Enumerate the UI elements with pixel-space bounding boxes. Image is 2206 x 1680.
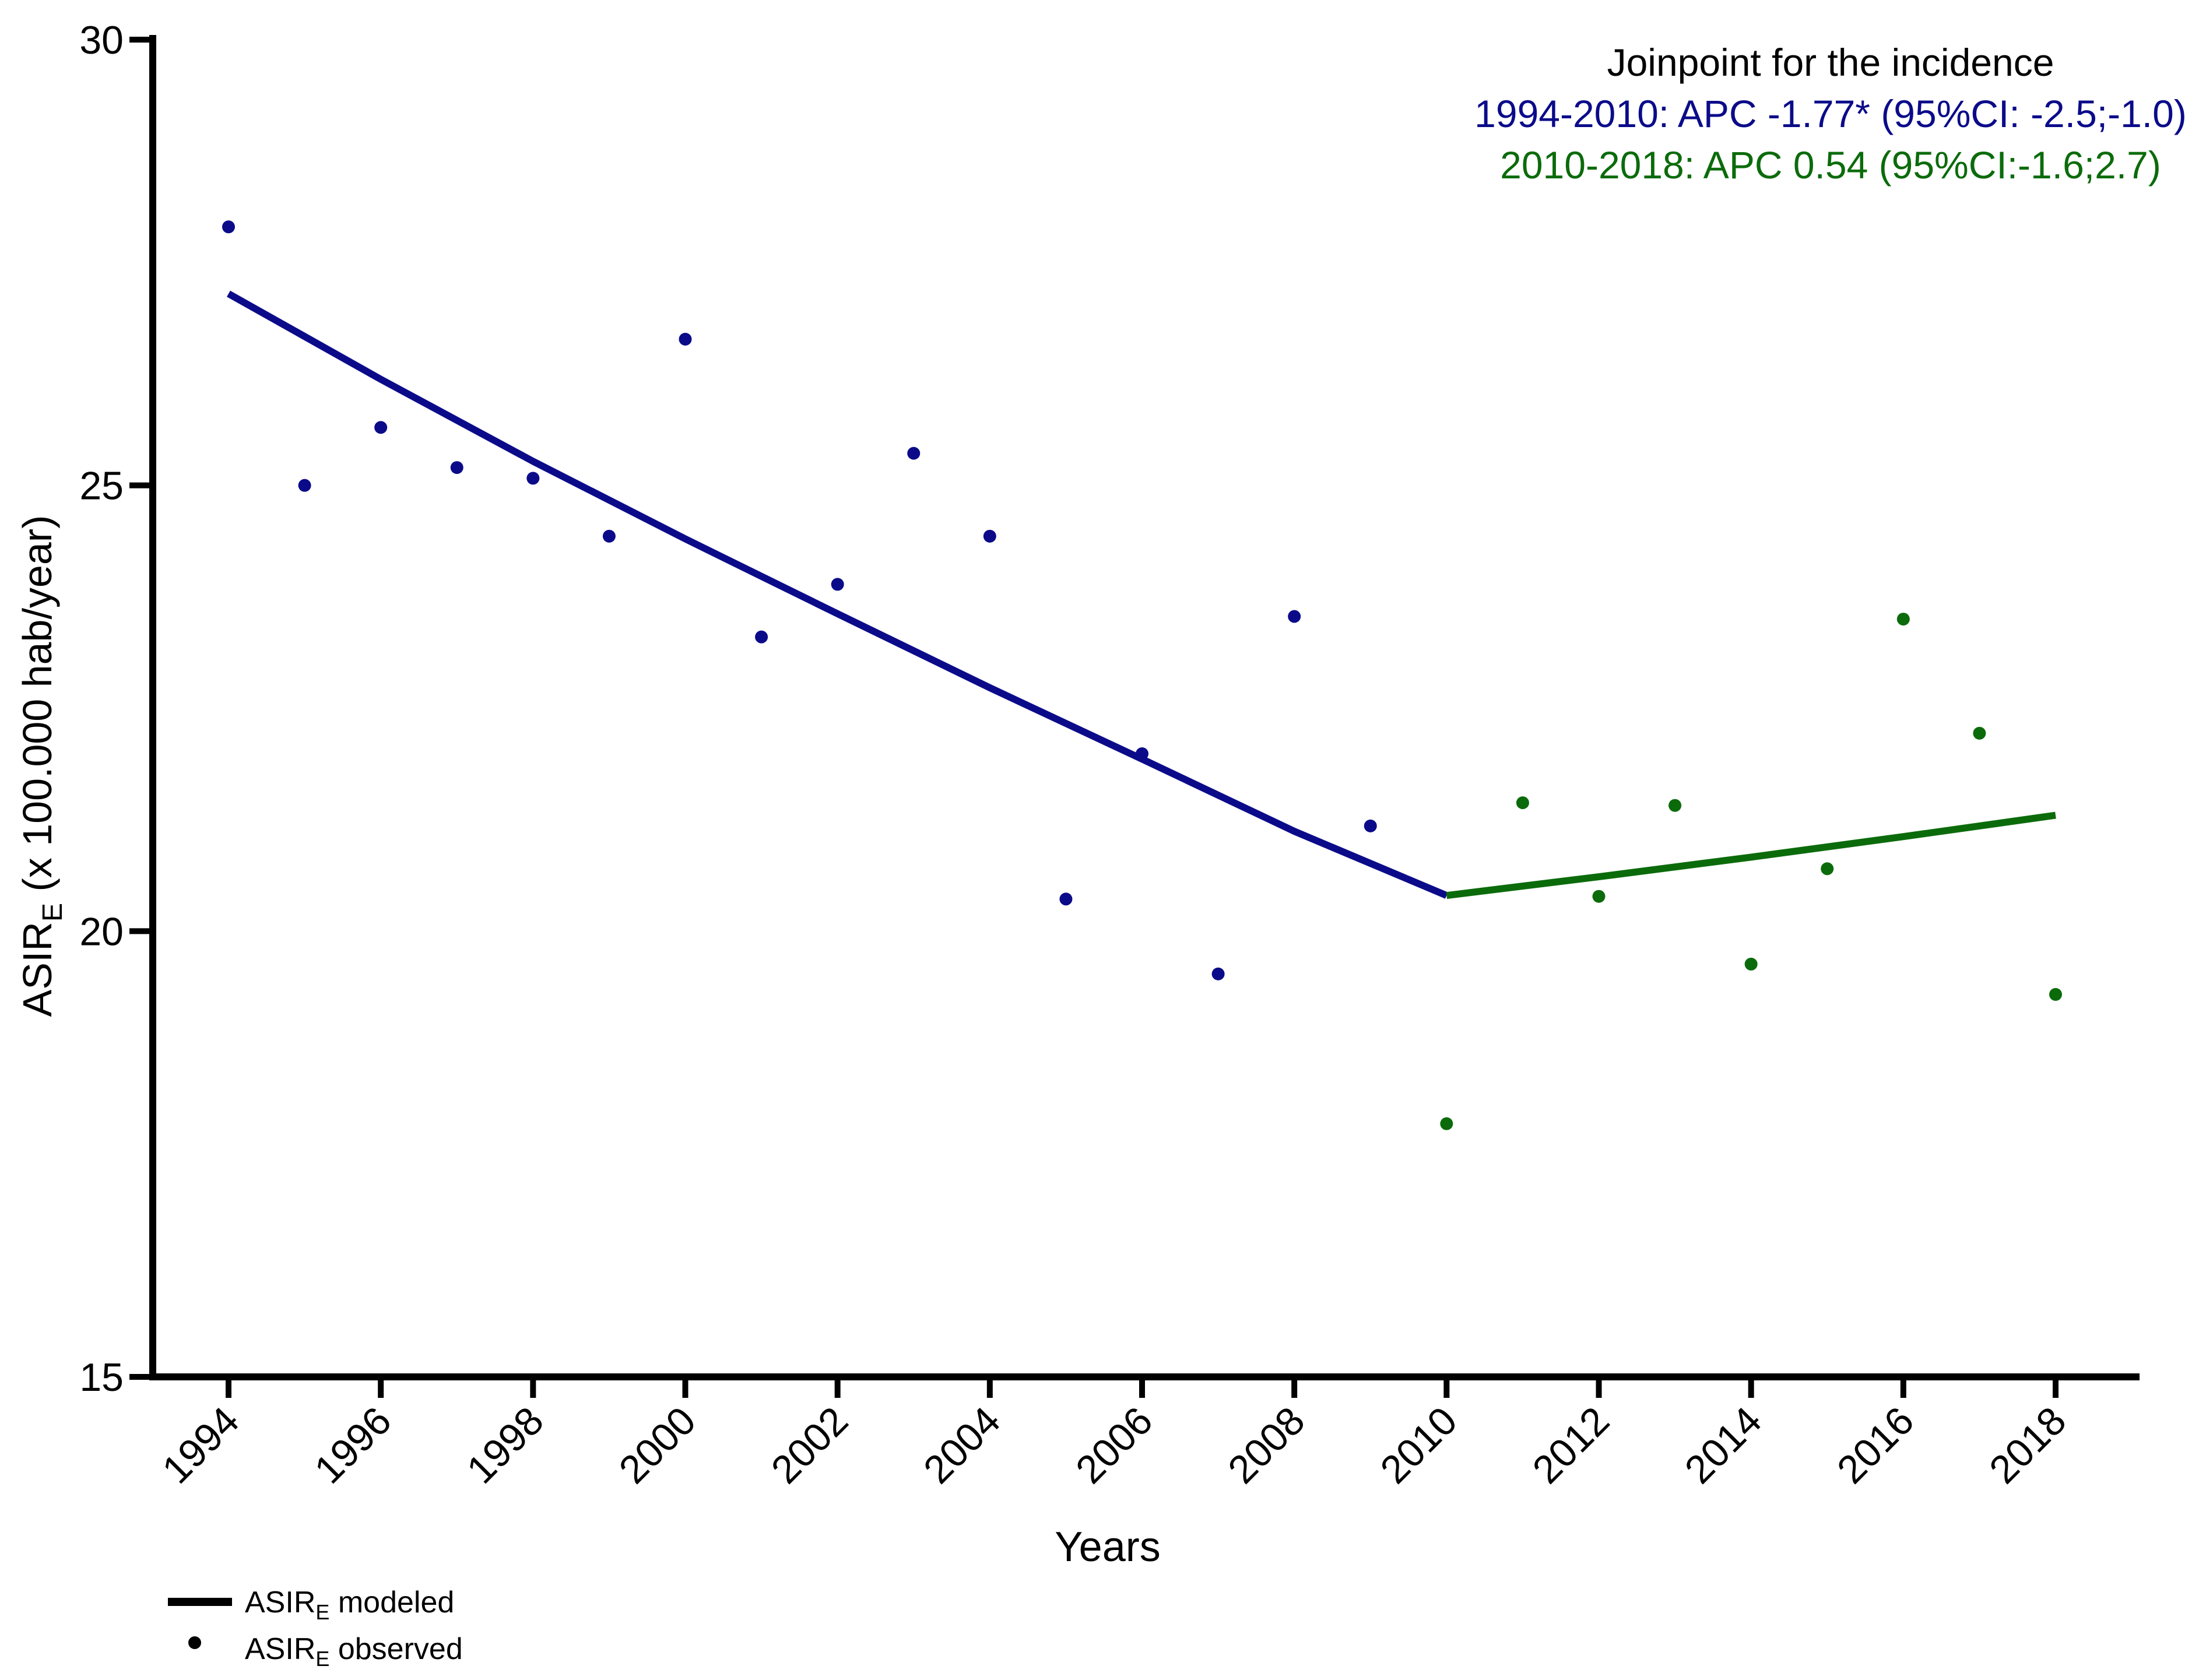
modeled-line-2: [1446, 811, 2056, 899]
observed-point: [755, 630, 768, 644]
annotation-period-2: 2010-2018: APC 0.54 (95%CI:-1.6;2.7): [1500, 143, 2161, 187]
legend-dot-marker: [188, 1636, 201, 1649]
observed-point: [222, 220, 235, 234]
y-ticks: 15 20 25 30: [79, 18, 153, 1400]
observed-point: [2049, 987, 2062, 1001]
observed-point: [1136, 747, 1148, 760]
y-tick-label: 25: [79, 464, 124, 508]
observed-point: [1211, 967, 1225, 980]
observed-point: [907, 447, 921, 460]
observed-point: [1288, 610, 1301, 623]
observed-point: [298, 479, 311, 492]
annotation-period-1: 1994-2010: APC -1.77* (95%CI: -2.5;-1.0): [1474, 92, 2187, 135]
legend-item-modeled: ASIRE modeled: [245, 1586, 454, 1624]
x-axis-label: Years: [1055, 1524, 1160, 1570]
observed-point: [1516, 796, 1529, 810]
observed-point: [1059, 892, 1073, 906]
observed-point: [526, 472, 540, 485]
observed-point: [1973, 726, 1986, 740]
observed-point: [1592, 890, 1606, 903]
legend: ASIRE modeled ASIRE observed: [168, 1586, 463, 1671]
observed-point: [983, 529, 996, 543]
observed-point: [1744, 957, 1758, 971]
modeled-line-1: [227, 290, 1448, 899]
observed-point: [1896, 613, 1910, 626]
y-tick-label: 30: [79, 18, 124, 62]
observed-point: [1364, 819, 1377, 832]
observed-point: [374, 421, 388, 434]
observed-point: [1668, 799, 1682, 812]
observed-point: [450, 461, 463, 475]
y-tick-label: 15: [79, 1355, 124, 1400]
y-axis-label: ASIRE (x 100.000 hab/year): [15, 515, 68, 1017]
observed-point: [602, 529, 616, 543]
chart-title: Joinpoint for the incidence: [1607, 41, 2054, 84]
series-lines: [227, 290, 2056, 899]
y-tick-label: 20: [79, 909, 124, 954]
legend-item-observed: ASIRE observed: [245, 1632, 463, 1671]
observed-point: [1440, 1117, 1453, 1130]
observed-point: [679, 332, 692, 346]
observed-point: [831, 578, 844, 591]
series-points: [222, 220, 2062, 1130]
observed-point: [1821, 862, 1834, 876]
